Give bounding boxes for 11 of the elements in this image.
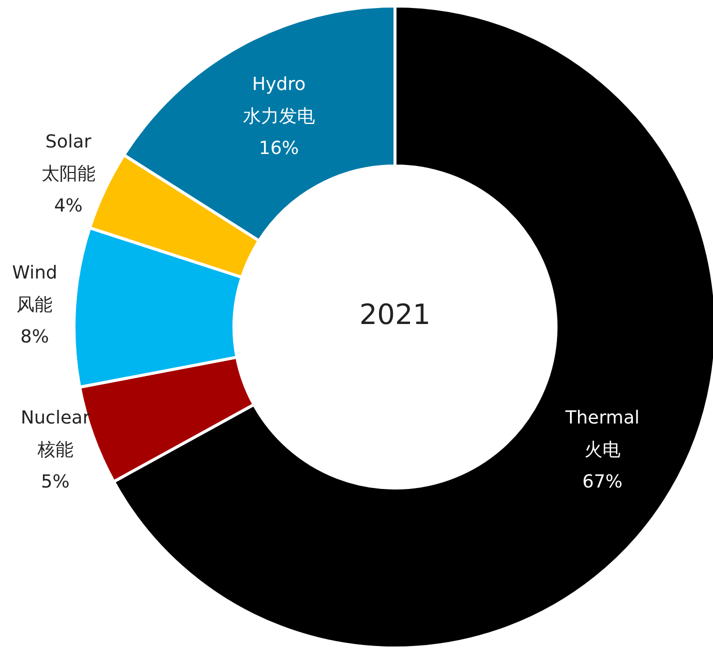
slice-label: Thermal 火电 <box>564 408 640 461</box>
slice-label: Wind 风能 <box>12 262 58 316</box>
slice-label: Solar 太阳能 <box>41 131 96 184</box>
slice-label: Hydro 水力发电 <box>242 74 315 127</box>
data-label: 16% <box>258 138 299 159</box>
data-label: 8% <box>20 326 49 348</box>
data-label: 5% <box>41 471 70 492</box>
text: 2021 <box>359 298 431 331</box>
data-label: 67% <box>582 472 622 493</box>
slice-label: Nuclear 核能 <box>20 407 91 460</box>
data-label: 4% <box>54 195 83 216</box>
